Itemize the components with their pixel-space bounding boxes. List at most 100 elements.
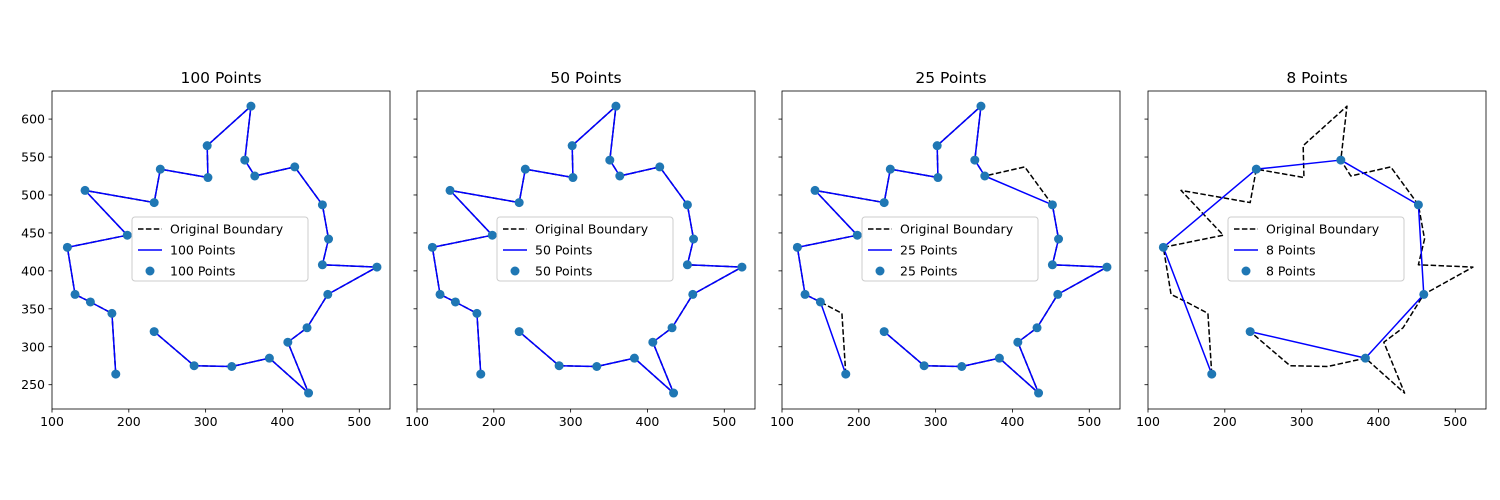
data-point bbox=[155, 164, 165, 174]
resampled-boundary-line bbox=[1162, 159, 1425, 375]
data-point bbox=[976, 101, 986, 111]
data-point bbox=[852, 230, 862, 240]
data-point bbox=[885, 164, 895, 174]
data-point bbox=[250, 171, 260, 181]
data-point bbox=[792, 242, 802, 252]
data-point bbox=[815, 297, 825, 307]
chart-panel-1: 100 Points 100 200 300 400 500 250 300 350 400 450… bbox=[21, 69, 391, 429]
data-point bbox=[682, 200, 692, 210]
legend-label: 50 Points bbox=[535, 243, 592, 258]
data-point bbox=[1336, 155, 1346, 165]
data-point bbox=[80, 185, 90, 195]
x-tick-label: 100 bbox=[405, 414, 429, 429]
x-tick-label: 200 bbox=[1213, 414, 1237, 429]
x-tick-label: 300 bbox=[559, 414, 583, 429]
data-point bbox=[1207, 369, 1217, 379]
data-point bbox=[107, 308, 117, 318]
chart-panel-3: 25 Points 100 200 300 400 500 Original Boundar… bbox=[770, 69, 1121, 429]
data-point bbox=[933, 173, 943, 183]
data-point bbox=[682, 260, 692, 270]
x-tick-label: 500 bbox=[1443, 414, 1467, 429]
data-point bbox=[203, 173, 213, 183]
data-point bbox=[520, 164, 530, 174]
x-tick-label: 400 bbox=[271, 414, 295, 429]
data-point bbox=[615, 171, 625, 181]
data-point bbox=[667, 323, 677, 333]
legend-marker bbox=[145, 266, 155, 276]
legend-marker bbox=[875, 266, 885, 276]
legend-label: 25 Points bbox=[900, 243, 957, 258]
data-point bbox=[372, 262, 382, 272]
data-point bbox=[655, 162, 665, 172]
data-point bbox=[323, 289, 333, 299]
data-point bbox=[688, 289, 698, 299]
x-tick-label: 400 bbox=[1001, 414, 1025, 429]
panel-title: 25 Points bbox=[915, 69, 986, 87]
data-point bbox=[1413, 200, 1423, 210]
data-point bbox=[227, 361, 237, 371]
legend-label: 50 Points bbox=[535, 264, 592, 279]
x-tick-label: 200 bbox=[482, 414, 506, 429]
original-boundary-line bbox=[1162, 105, 1474, 394]
legend: Original Boundary 8 Points 8 Points bbox=[1227, 216, 1405, 282]
data-point bbox=[111, 369, 121, 379]
legend-label: 100 Points bbox=[170, 264, 235, 279]
legend-label: 8 Points bbox=[1266, 264, 1315, 279]
data-point bbox=[472, 308, 482, 318]
data-point bbox=[1013, 337, 1023, 347]
panel-title: 8 Points bbox=[1286, 69, 1347, 87]
data-point bbox=[85, 297, 95, 307]
data-point bbox=[568, 173, 578, 183]
data-point bbox=[605, 155, 615, 165]
y-tick-label: 500 bbox=[21, 187, 45, 202]
data-point bbox=[957, 361, 967, 371]
data-point bbox=[445, 185, 455, 195]
data-point bbox=[1102, 262, 1112, 272]
data-point bbox=[189, 361, 199, 371]
x-tick-label: 400 bbox=[636, 414, 660, 429]
data-point bbox=[302, 323, 312, 333]
legend-label: 25 Points bbox=[900, 264, 957, 279]
data-point bbox=[264, 353, 274, 363]
data-point bbox=[879, 327, 889, 337]
data-point bbox=[554, 361, 564, 371]
data-point bbox=[427, 242, 437, 252]
y-tick-label: 550 bbox=[21, 150, 45, 165]
legend-label: Original Boundary bbox=[170, 222, 284, 237]
data-point bbox=[1245, 327, 1255, 337]
y-tick-label: 250 bbox=[21, 377, 45, 392]
axes-frame bbox=[416, 90, 756, 410]
x-tick-label: 100 bbox=[770, 414, 794, 429]
y-tick-label: 300 bbox=[21, 339, 45, 354]
x-tick-label: 300 bbox=[924, 414, 948, 429]
data-point bbox=[317, 260, 327, 270]
data-point bbox=[283, 337, 293, 347]
data-point bbox=[629, 353, 639, 363]
legend-box bbox=[861, 216, 1039, 282]
data-point bbox=[879, 198, 889, 208]
data-point bbox=[669, 388, 679, 398]
legend-box bbox=[131, 216, 309, 282]
x-tick-label: 500 bbox=[712, 414, 736, 429]
data-point bbox=[246, 101, 256, 111]
data-point bbox=[689, 234, 699, 244]
axes-frame bbox=[781, 90, 1121, 410]
chart-panel-4: 8 Points 100 200 300 400 500 Original Boundary… bbox=[1136, 69, 1487, 429]
data-point bbox=[592, 361, 602, 371]
data-point bbox=[1053, 289, 1063, 299]
data-point bbox=[611, 101, 621, 111]
data-point bbox=[324, 234, 334, 244]
panel-title: 50 Points bbox=[550, 69, 621, 87]
legend-box bbox=[496, 216, 674, 282]
legend-label: Original Boundary bbox=[1266, 222, 1380, 237]
legend: Original Boundary 100 Points 100 Points bbox=[131, 216, 309, 282]
x-tick-label: 500 bbox=[347, 414, 371, 429]
x-tick-label: 200 bbox=[847, 414, 871, 429]
x-tick-label: 300 bbox=[1290, 414, 1314, 429]
legend-label: 8 Points bbox=[1266, 243, 1315, 258]
data-point bbox=[810, 185, 820, 195]
legend-label: 100 Points bbox=[170, 243, 235, 258]
data-point bbox=[919, 361, 929, 371]
data-point bbox=[290, 162, 300, 172]
